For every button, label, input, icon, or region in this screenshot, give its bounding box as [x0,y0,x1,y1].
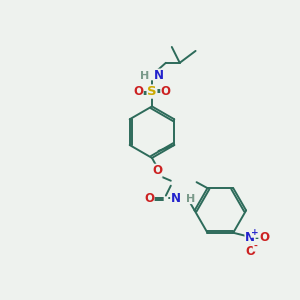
Text: N: N [154,69,164,82]
Text: O: O [144,192,154,205]
Text: H: H [186,194,195,203]
Text: H: H [186,194,195,203]
Text: O: O [161,85,171,98]
Text: N: N [171,192,181,205]
Text: -: - [253,242,257,251]
Text: -: - [253,242,257,251]
Text: N: N [245,231,255,244]
Text: O: O [245,245,255,258]
Text: +: + [251,228,259,237]
Text: O: O [152,164,162,177]
Text: O: O [152,164,162,177]
Text: O: O [133,85,143,98]
Text: +: + [251,228,259,237]
Text: N: N [171,192,181,205]
Text: H: H [140,71,149,81]
Text: O: O [161,85,171,98]
Text: O: O [259,231,269,244]
Text: N: N [154,69,164,82]
Text: O: O [259,231,269,244]
Text: N: N [245,231,255,244]
Text: S: S [147,85,157,98]
Text: O: O [144,192,154,205]
Text: S: S [147,85,157,98]
Text: H: H [140,71,149,81]
Text: O: O [245,245,255,258]
Text: O: O [133,85,143,98]
